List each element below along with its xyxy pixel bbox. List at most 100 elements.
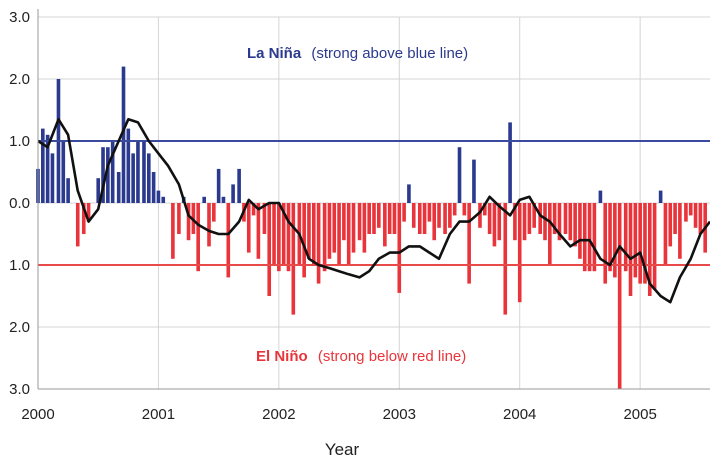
bar [592,203,597,272]
bar [367,203,371,234]
bar [698,203,703,234]
bar [121,66,126,203]
axes [37,9,710,390]
bar [351,203,356,253]
y-tick-labels: 3.0 2.0 1.0 0.0 1.0 2.0 3.0 [9,9,30,398]
bar [277,203,281,272]
bar [582,203,587,272]
bar [522,203,527,241]
bar [663,203,668,265]
x-tick-labels: 2000 2001 2002 2003 2004 2005 [21,406,657,423]
x-tick-label: 2002 [262,406,295,423]
x-tick-label: 2004 [503,406,536,423]
bar [608,203,612,272]
bar [487,203,492,234]
bar [45,134,50,203]
y-tick-label: 3.0 [9,381,30,398]
bar [462,203,467,216]
x-axis-label: Year [325,440,360,459]
bar [643,203,647,284]
bar [557,203,562,241]
bar [346,203,351,265]
bar [617,203,622,389]
bar [407,184,411,203]
bar [638,203,642,284]
bar [372,203,376,234]
bar [216,168,221,203]
bar [41,128,45,203]
bar [432,203,437,241]
y-tick-label: 1.0 [9,257,30,274]
bars [36,66,707,389]
bar [402,203,406,222]
y-tick-label: 0.0 [9,195,30,212]
bar [548,203,552,265]
bar [50,153,55,203]
bar [417,203,422,234]
bar [684,203,688,222]
bar [231,184,235,203]
bar [196,203,200,272]
bar [272,203,276,265]
bar [202,196,206,203]
bar [633,203,638,278]
y-tick-label: 2.0 [9,319,30,336]
bar [443,203,447,234]
bar [613,203,617,278]
bar [568,203,573,241]
bar [478,203,482,228]
bar [142,141,146,203]
bar [66,178,70,203]
la-nina-note: (strong above blue line) [311,45,468,62]
bar [437,203,441,228]
bar [538,203,542,234]
bar [658,190,663,203]
y-tick-label: 1.0 [9,133,30,150]
bar [221,196,226,203]
bar [472,159,476,203]
bar [552,203,557,234]
bar [673,203,677,234]
bar [307,203,311,259]
bar [397,203,402,293]
bar [563,203,568,234]
bar [342,203,346,241]
bar [603,203,608,284]
bar [387,203,392,234]
bar [598,190,603,203]
bar [110,141,115,203]
bar [377,203,381,228]
bar [573,203,577,247]
bar [688,203,693,216]
bar [508,122,512,203]
bar [513,203,517,241]
bar [457,147,462,203]
bar [678,203,682,259]
bar [177,203,181,234]
bar [101,147,105,203]
bar [357,203,362,241]
bar [126,128,131,203]
smoothed-line [37,118,710,304]
bar [427,203,432,222]
la-nina-label: La Niña [247,45,302,62]
bar [503,203,508,315]
bar [251,203,256,216]
bar [527,203,532,234]
bar [327,203,332,259]
bar [237,168,241,203]
bar [146,153,151,203]
bar [517,203,522,303]
bar [532,203,536,228]
bar [156,190,161,203]
bar [467,203,471,284]
bar [628,203,633,296]
bar [186,203,191,241]
bar [668,203,673,247]
x-tick-label: 2000 [21,406,54,423]
bar [337,203,341,265]
bar [171,203,175,259]
bar [86,203,91,222]
bar [131,153,135,203]
